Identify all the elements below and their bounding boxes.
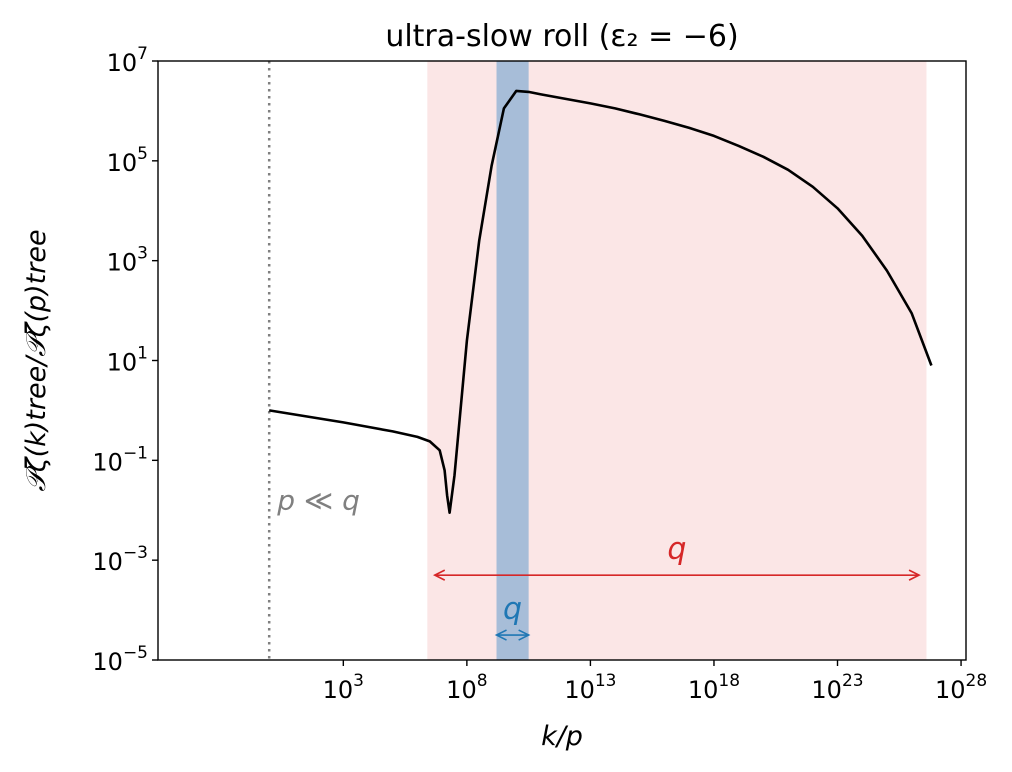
x-tick-label: 1023 <box>811 671 863 704</box>
red-arrowhead-left <box>432 569 446 581</box>
x-axis-ticks: 103 108 1013 1018 1023 1028 <box>323 660 987 704</box>
y-tick-label: 101 <box>107 344 148 377</box>
chart-title: ultra-slow roll (ε₂ = −6) <box>385 19 738 54</box>
x-tick-label: 108 <box>446 671 487 704</box>
y-tick-label: 105 <box>107 144 148 177</box>
y-axis-label: 𝒫ζ(k)tree/𝒫ζ(p)tree <box>21 229 52 491</box>
y-tick-label: 107 <box>107 44 148 77</box>
blue-arrowhead-left <box>494 629 507 641</box>
shaded-regions <box>427 61 927 660</box>
y-tick-label: 10−3 <box>92 543 148 576</box>
red-annotation-label: q <box>667 532 686 567</box>
y-tick-label: 10−5 <box>92 643 148 676</box>
reference-line-group: p ≪ q <box>267 61 360 660</box>
x-tick-label: 1018 <box>688 671 740 704</box>
blue-arrowhead-right <box>518 629 531 641</box>
x-axis-label: k/p <box>541 721 583 752</box>
curve-group <box>268 89 933 515</box>
x-tick-label: 1028 <box>935 671 987 704</box>
x-tick-label: 1013 <box>564 671 616 704</box>
x-tick-label: 103 <box>323 671 364 704</box>
y-tick-label: 103 <box>107 244 148 277</box>
blue-annotation-label: q <box>503 592 522 627</box>
power-spectrum-curve <box>268 89 933 515</box>
y-axis-ticks: 107 105 103 101 10−1 10−3 10−5 <box>92 44 158 676</box>
reference-line-label: p ≪ q <box>276 484 360 517</box>
y-tick-label: 10−1 <box>92 443 148 476</box>
blue-shaded-band <box>496 61 529 660</box>
annotations-group: qq <box>432 532 921 641</box>
red-arrowhead-right <box>908 569 921 581</box>
